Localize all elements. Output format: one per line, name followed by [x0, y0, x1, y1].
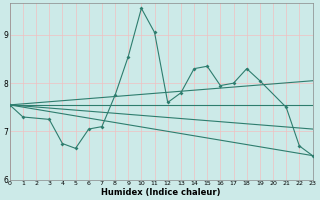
X-axis label: Humidex (Indice chaleur): Humidex (Indice chaleur): [101, 188, 221, 197]
